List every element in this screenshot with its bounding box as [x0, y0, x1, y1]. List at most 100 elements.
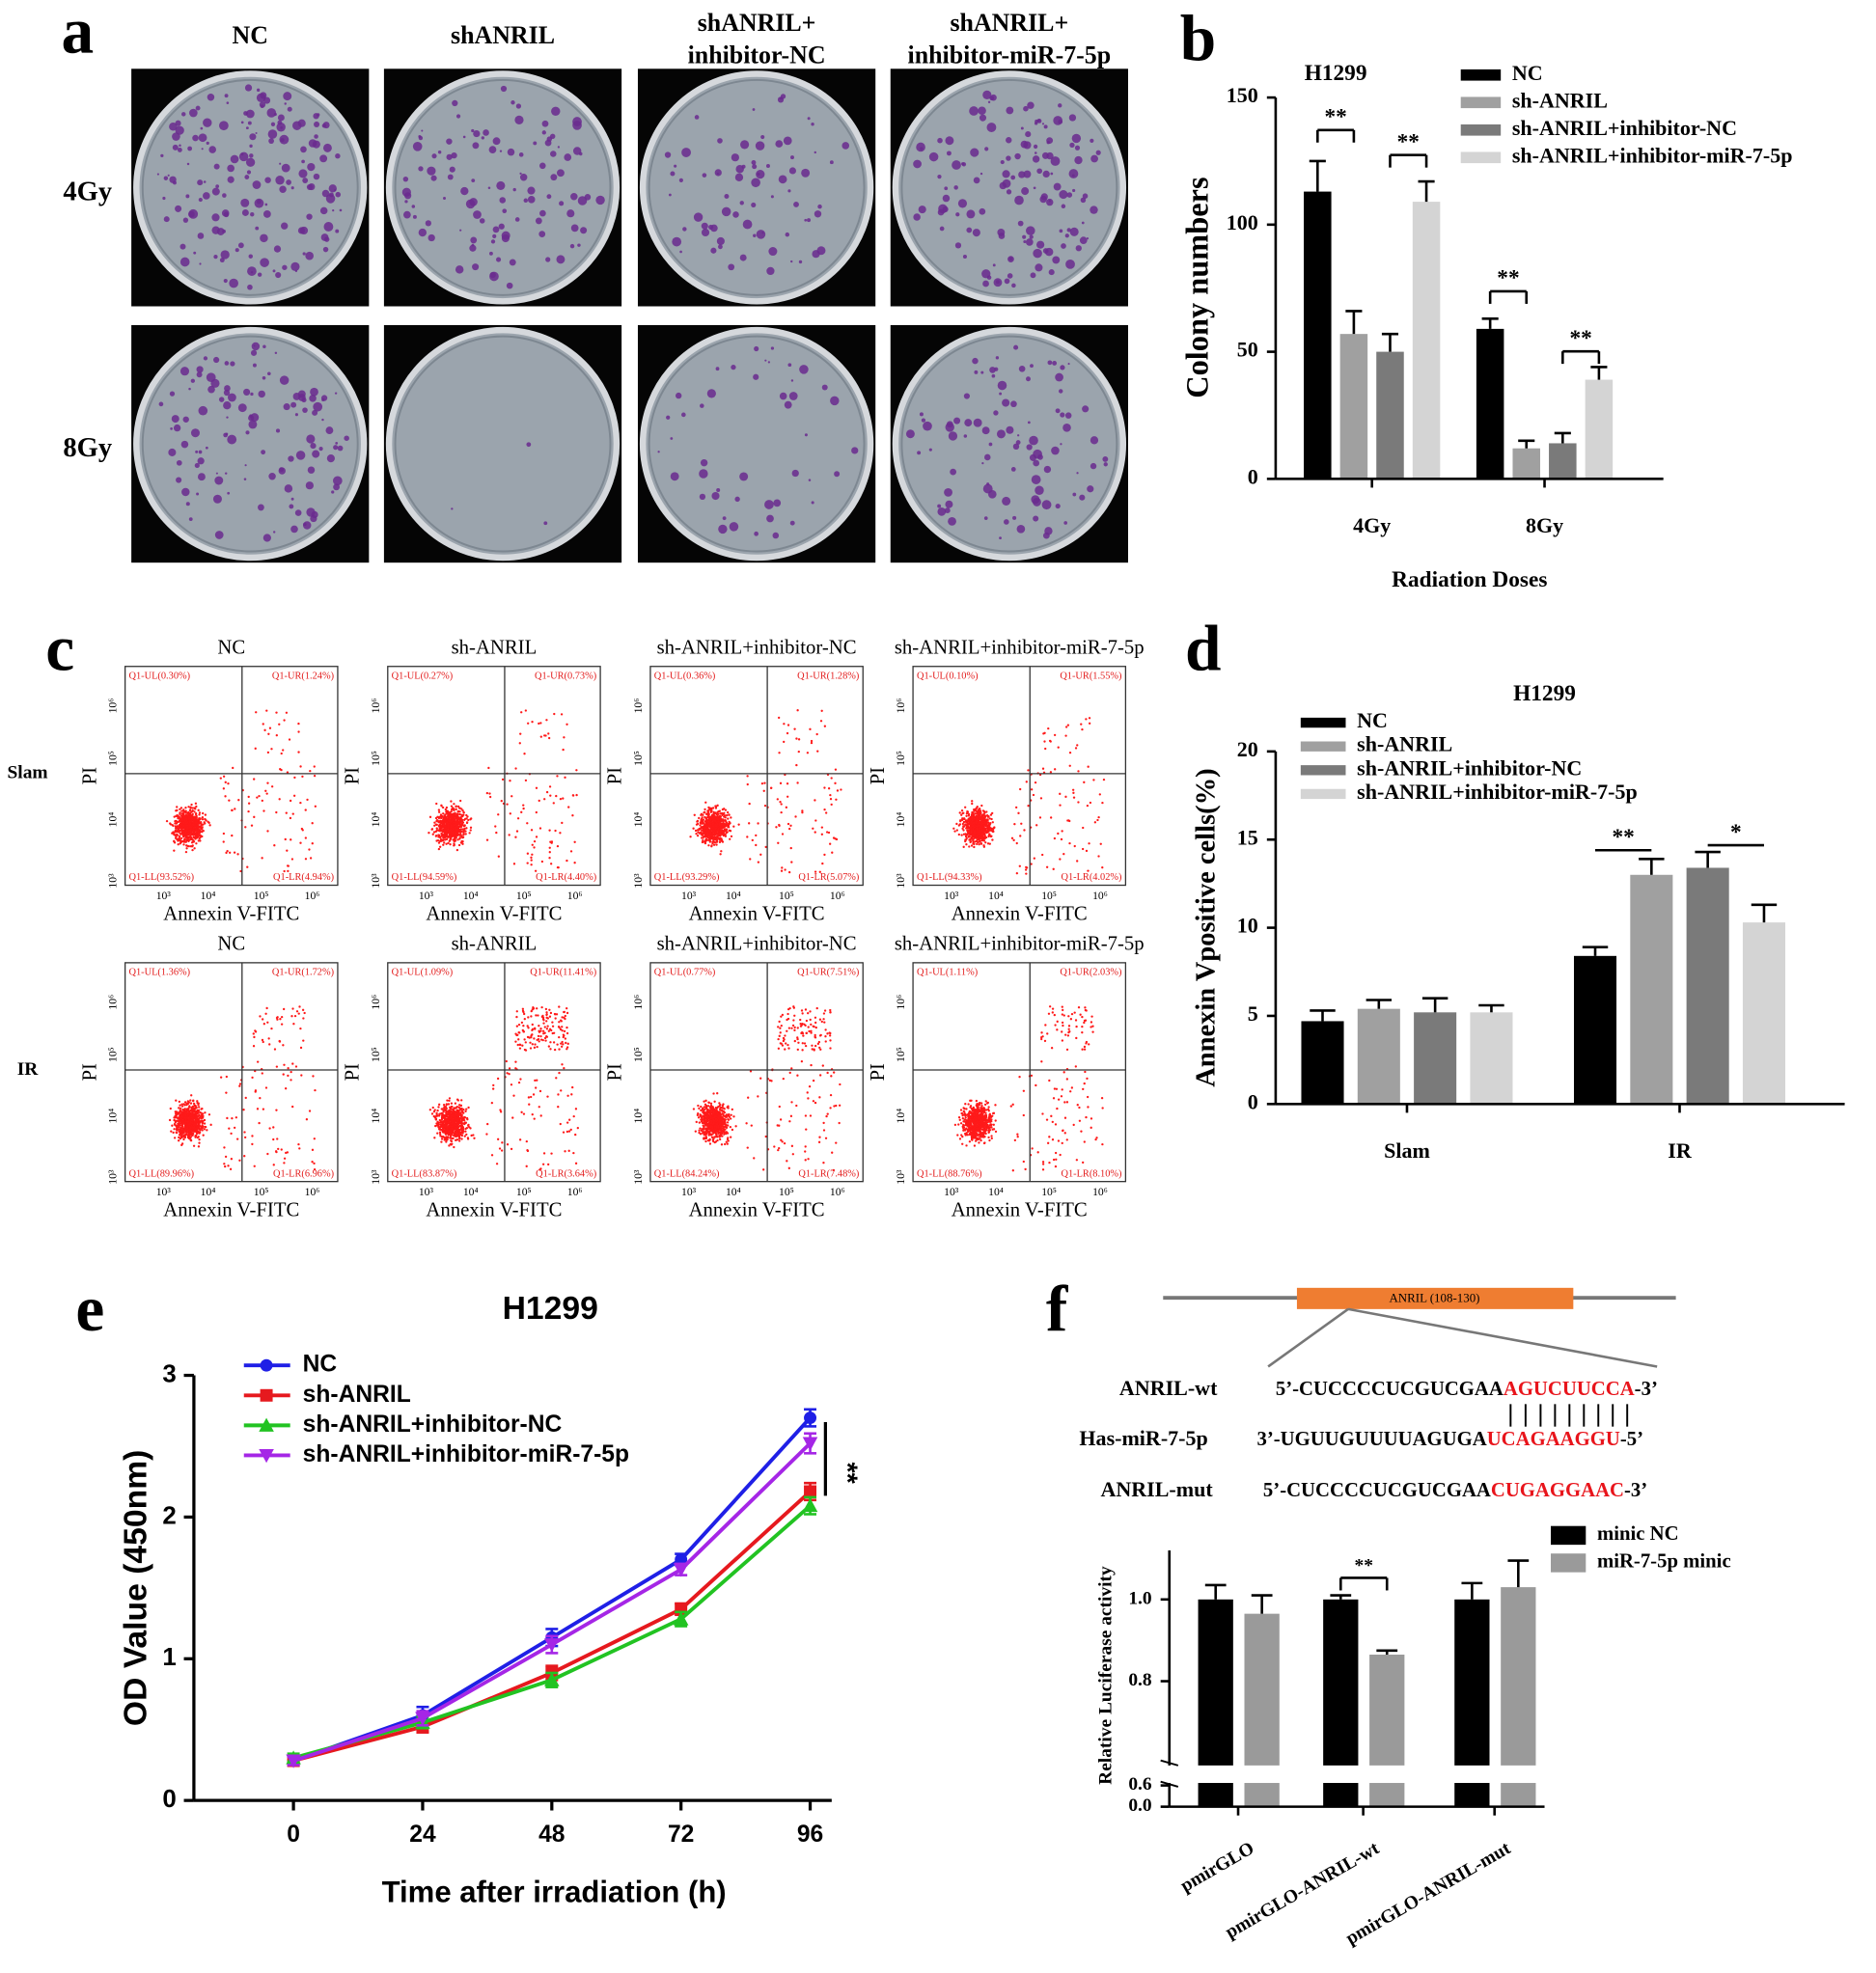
event-dot	[449, 837, 453, 840]
colony	[294, 509, 302, 516]
event-dot	[452, 812, 455, 816]
event-dot	[972, 821, 976, 825]
colony-photo	[637, 69, 876, 307]
event-dot	[195, 1116, 199, 1120]
event-dot	[450, 808, 454, 811]
colony	[169, 123, 178, 131]
colony	[1074, 145, 1081, 151]
event-dot	[238, 1084, 241, 1087]
row-label: IR	[17, 1059, 40, 1080]
event-dot	[458, 836, 461, 839]
event-dot	[175, 1124, 178, 1127]
event-dot	[953, 830, 956, 833]
colony	[1012, 515, 1017, 520]
event-dot	[239, 869, 242, 873]
colony	[175, 120, 181, 126]
event-dot	[979, 836, 981, 838]
event-dot	[746, 775, 749, 778]
event-dot	[530, 863, 533, 866]
colony	[301, 159, 305, 164]
colony	[274, 351, 278, 355]
event-dot	[749, 858, 752, 861]
event-dot	[279, 768, 282, 771]
colony	[238, 151, 249, 162]
event-dot	[278, 798, 281, 801]
colony	[1036, 168, 1043, 175]
x-tick-label: 10³	[944, 890, 959, 902]
colony	[785, 232, 790, 237]
colony	[256, 93, 266, 103]
event-dot	[781, 833, 785, 836]
event-dot	[967, 814, 971, 817]
event-dot	[226, 849, 229, 853]
event-dot	[262, 1040, 264, 1044]
x-axis-label: Annexin V-FITC	[426, 903, 562, 924]
event-dot	[974, 816, 977, 820]
colony	[163, 216, 170, 223]
event-dot	[575, 769, 578, 772]
colony	[807, 218, 812, 223]
event-dot	[469, 829, 472, 832]
colony	[1071, 133, 1082, 144]
colony	[244, 464, 247, 467]
event-dot	[1034, 781, 1037, 784]
event-dot	[460, 841, 463, 844]
event-dot	[176, 806, 179, 808]
plate	[892, 70, 1127, 305]
event-dot	[235, 1137, 239, 1140]
event-dot	[729, 830, 732, 833]
event-dot	[968, 827, 971, 830]
event-dot	[188, 1106, 191, 1109]
event-dot	[834, 781, 837, 785]
event-dot	[1064, 726, 1068, 728]
colony	[252, 363, 257, 368]
event-dot	[190, 810, 194, 813]
colony	[701, 228, 710, 237]
colony	[557, 146, 561, 149]
colony	[214, 476, 224, 485]
colony	[192, 134, 199, 142]
event-dot	[258, 794, 261, 798]
event-dot	[1049, 740, 1052, 743]
event-dot	[181, 825, 185, 828]
colony	[455, 114, 461, 119]
event-dot	[243, 1155, 246, 1158]
event-dot	[985, 821, 988, 825]
event-dot	[797, 738, 801, 741]
event-dot	[539, 722, 542, 725]
event-dot	[543, 798, 546, 801]
event-dot	[830, 803, 833, 807]
event-dot	[449, 843, 452, 846]
colony	[280, 126, 283, 129]
colony	[1043, 465, 1052, 474]
colony	[307, 466, 316, 474]
event-dot	[208, 824, 211, 827]
event-dot	[292, 1023, 295, 1026]
colony	[259, 101, 266, 108]
colony	[1090, 462, 1097, 470]
event-dot	[442, 834, 445, 836]
event-dot	[969, 823, 972, 827]
event-dot	[282, 1007, 286, 1011]
colony	[766, 514, 774, 523]
colony	[310, 442, 317, 450]
event-dot	[194, 1135, 197, 1137]
colony	[716, 236, 725, 246]
event-dot	[1099, 842, 1102, 845]
event-dot	[268, 1043, 271, 1046]
event-dot	[247, 795, 250, 799]
event-dot	[715, 843, 718, 846]
colony	[928, 151, 939, 162]
event-dot	[522, 807, 525, 810]
colony	[1026, 444, 1033, 451]
event-dot	[783, 723, 786, 726]
event-dot	[538, 722, 540, 726]
colony	[1090, 206, 1098, 214]
event-dot	[760, 782, 764, 785]
event-dot	[715, 817, 719, 821]
event-dot	[821, 862, 824, 865]
event-dot	[311, 842, 314, 845]
event-dot	[1057, 746, 1060, 749]
colony	[264, 177, 271, 183]
colony	[678, 178, 683, 182]
